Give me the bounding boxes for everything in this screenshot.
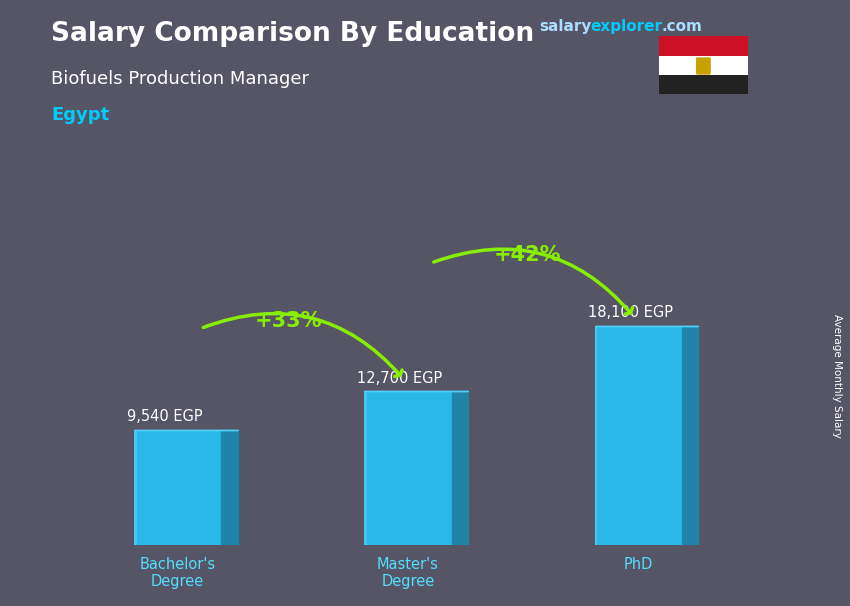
Text: .com: .com xyxy=(661,19,702,35)
Text: +42%: +42% xyxy=(494,245,562,265)
Text: +33%: +33% xyxy=(254,310,322,331)
Bar xyxy=(659,56,748,75)
Text: Average Monthly Salary: Average Monthly Salary xyxy=(832,314,842,438)
Bar xyxy=(134,430,222,545)
Bar xyxy=(365,391,367,545)
Text: salary: salary xyxy=(540,19,592,35)
Bar xyxy=(659,75,748,94)
FancyBboxPatch shape xyxy=(696,58,711,75)
Polygon shape xyxy=(682,326,698,545)
Polygon shape xyxy=(222,430,237,545)
Text: explorer: explorer xyxy=(591,19,663,35)
Text: Biofuels Production Manager: Biofuels Production Manager xyxy=(51,70,309,88)
Text: 9,540 EGP: 9,540 EGP xyxy=(127,409,202,424)
Text: Egypt: Egypt xyxy=(51,106,110,124)
Text: Salary Comparison By Education: Salary Comparison By Education xyxy=(51,21,534,47)
Polygon shape xyxy=(451,391,468,545)
Bar xyxy=(594,326,598,545)
Bar xyxy=(659,36,748,56)
Text: 18,100 EGP: 18,100 EGP xyxy=(587,305,672,321)
Bar xyxy=(365,391,451,545)
Bar xyxy=(134,430,137,545)
Bar xyxy=(594,326,682,545)
Text: 12,700 EGP: 12,700 EGP xyxy=(357,371,443,386)
